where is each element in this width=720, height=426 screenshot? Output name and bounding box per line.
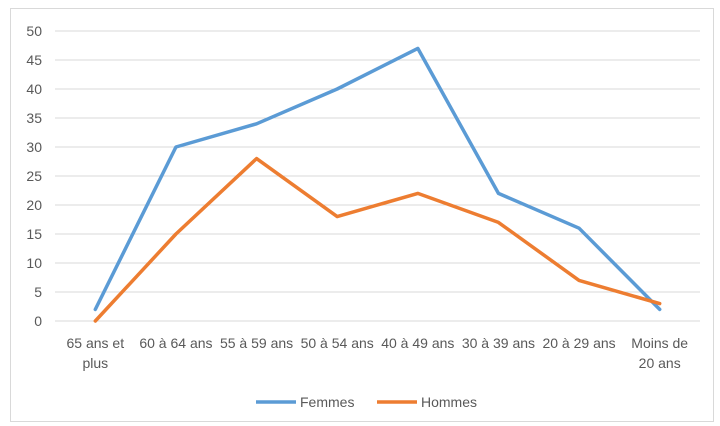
x-tick-label: plus: [82, 355, 108, 371]
y-tick-label: 50: [26, 23, 42, 39]
y-tick-label: 10: [26, 255, 42, 271]
y-tick-label: 35: [26, 110, 42, 126]
y-tick-label: 15: [26, 226, 42, 242]
x-tick-label: 20 ans: [639, 355, 681, 371]
legend-label: Femmes: [300, 394, 354, 410]
y-tick-label: 25: [26, 168, 42, 184]
y-tick-label: 20: [26, 197, 42, 213]
y-axis-ticks: 0 5 10 15 20 25 30 35 40 45 50: [26, 23, 42, 329]
x-tick-label: 50 à 54 ans: [301, 335, 374, 351]
y-tick-label: 30: [26, 139, 42, 155]
gridlines: [55, 30, 700, 322]
x-tick-label: 65 ans et: [67, 335, 125, 351]
x-tick-label: 60 à 64 ans: [139, 335, 212, 351]
chart-container: 0 5 10 15 20 25 30 35 40 45 50 65 ans et plus 60 à 6…: [10, 8, 714, 422]
series-line-femmes: [93, 46, 662, 312]
y-tick-label: 40: [26, 81, 42, 97]
y-tick-label: 5: [34, 284, 42, 300]
y-tick-label: 45: [26, 52, 42, 68]
x-axis-ticks: 65 ans et plus 60 à 64 ans 55 à 59 ans 50 à …: [67, 335, 689, 371]
x-tick-label: 30 à 39 ans: [462, 335, 535, 351]
series-lines: [93, 46, 662, 323]
x-tick-label: 40 à 49 ans: [381, 335, 454, 351]
x-tick-label: Moins de: [631, 335, 688, 351]
x-tick-label: 55 à 59 ans: [220, 335, 293, 351]
x-tick-label: 20 à 29 ans: [542, 335, 615, 351]
legend-label: Hommes: [421, 394, 477, 410]
y-tick-label: 0: [34, 313, 42, 329]
series-line-hommes: [93, 156, 662, 323]
legend: Femmes Hommes: [256, 394, 477, 410]
